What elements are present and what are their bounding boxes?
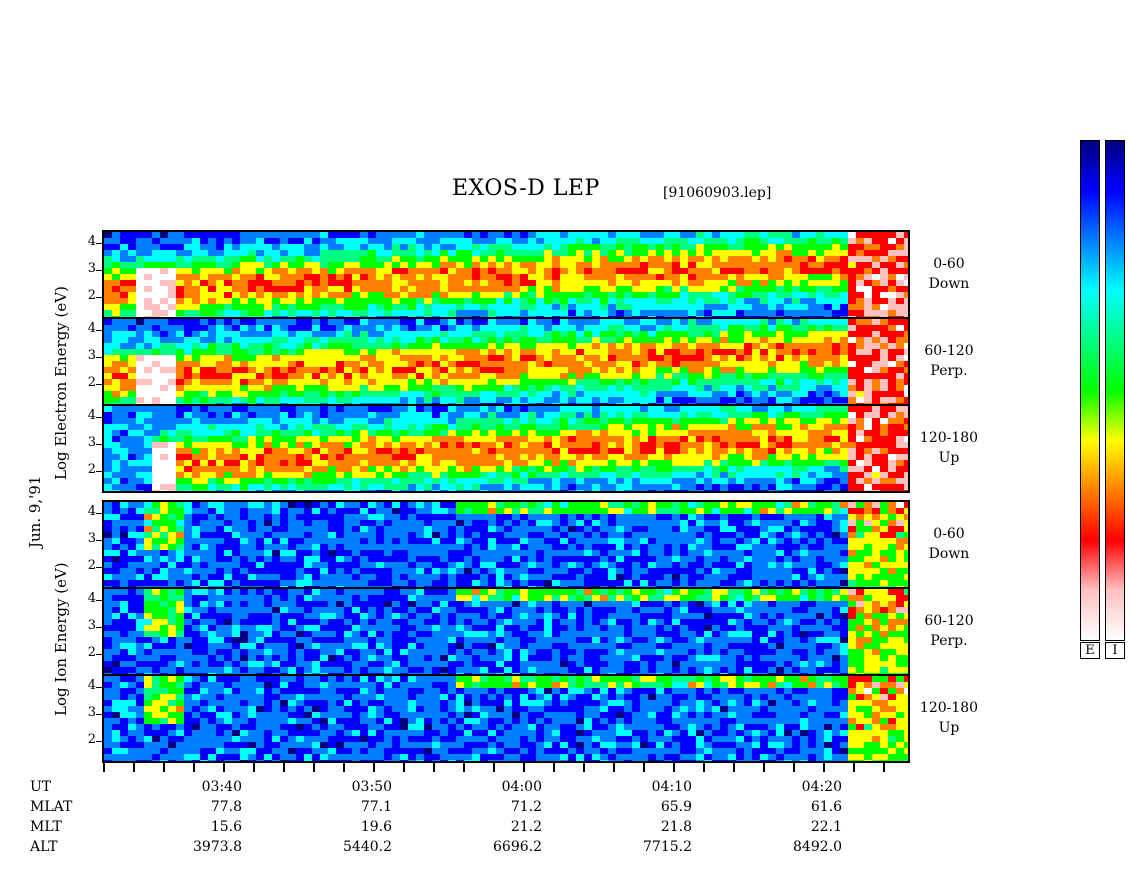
row-value: 04:20	[801, 779, 842, 795]
row-value: 03:50	[351, 779, 392, 795]
y-tick-mark	[96, 540, 102, 541]
electron-axis-label: Log Electron Energy (eV)	[52, 286, 70, 480]
spectrogram-panel	[102, 317, 910, 406]
row-value: 6696.2	[493, 839, 542, 855]
row-value: 21.2	[510, 819, 542, 835]
y-tick-mark	[96, 417, 102, 418]
y-tick-mark	[96, 687, 102, 688]
y-tick-label: 3	[87, 618, 96, 633]
y-tick-mark	[96, 567, 102, 568]
spectrogram-panel	[102, 587, 910, 676]
y-tick-label: 2	[87, 462, 96, 477]
colorbar-label-ion: I	[1105, 642, 1125, 659]
y-tick-mark	[96, 471, 102, 472]
channel-direction: Up	[938, 720, 960, 736]
row-value: 19.6	[360, 819, 392, 835]
y-tick-mark	[96, 444, 102, 445]
channel-direction: Perp.	[930, 363, 968, 379]
row-value: 77.8	[210, 799, 242, 815]
y-tick-mark	[96, 600, 102, 601]
y-tick-mark	[96, 384, 102, 385]
channel-label: 120-180 Up	[914, 698, 984, 738]
y-tick-mark	[96, 513, 102, 514]
row-value: 04:00	[501, 779, 542, 795]
y-tick-label: 4	[87, 504, 96, 519]
y-tick-label: 2	[87, 645, 96, 660]
row-value: 71.2	[510, 799, 542, 815]
spectrogram-panel	[102, 404, 910, 493]
channel-range: 120-180	[919, 700, 979, 716]
row-label: ALT	[30, 839, 58, 855]
channel-range: 120-180	[919, 430, 979, 446]
channel-range: 60-120	[924, 613, 974, 629]
row-value: 04:10	[651, 779, 692, 795]
row-value: 77.1	[360, 799, 392, 815]
ion-axis-label: Log Ion Energy (eV)	[52, 562, 70, 716]
y-tick-label: 2	[87, 732, 96, 747]
channel-direction: Up	[938, 450, 960, 466]
spectrogram-panel	[102, 674, 910, 763]
channel-label: 0-60 Down	[914, 254, 984, 294]
row-value: 15.6	[210, 819, 242, 835]
row-value: 8492.0	[793, 839, 842, 855]
y-tick-label: 4	[87, 321, 96, 336]
y-tick-label: 3	[87, 435, 96, 450]
y-tick-mark	[96, 741, 102, 742]
channel-direction: Perp.	[930, 633, 968, 649]
row-value: 03:40	[201, 779, 242, 795]
row-value: 7715.2	[643, 839, 692, 855]
row-value: 22.1	[810, 819, 842, 835]
channel-label: 120-180 Up	[914, 428, 984, 468]
y-tick-mark	[96, 270, 102, 271]
y-tick-mark	[96, 714, 102, 715]
chart-title: EXOS-D LEP	[452, 176, 600, 201]
row-value: 21.8	[660, 819, 692, 835]
channel-label: 60-120 Perp.	[914, 341, 984, 381]
date-label: Jun. 9,'91	[26, 475, 44, 548]
y-tick-mark	[96, 357, 102, 358]
channel-direction: Down	[928, 546, 970, 562]
channel-range: 0-60	[933, 526, 965, 542]
row-value: 5440.2	[343, 839, 392, 855]
y-tick-label: 4	[87, 678, 96, 693]
y-tick-label: 3	[87, 531, 96, 546]
row-label: MLT	[30, 819, 62, 835]
row-label: MLAT	[30, 799, 73, 815]
row-label: UT	[30, 779, 52, 795]
row-value: 65.9	[660, 799, 692, 815]
channel-range: 60-120	[924, 343, 974, 359]
channel-label: 0-60 Down	[914, 524, 984, 564]
y-tick-label: 3	[87, 705, 96, 720]
channel-range: 0-60	[933, 256, 965, 272]
ion-colorbar	[1105, 140, 1125, 641]
y-tick-mark	[96, 654, 102, 655]
colorbar-label-electron: E	[1080, 642, 1100, 659]
y-tick-label: 4	[87, 591, 96, 606]
channel-direction: Down	[928, 276, 970, 292]
channel-label: 60-120 Perp.	[914, 611, 984, 651]
spectrogram-panel	[102, 500, 910, 589]
y-tick-mark	[96, 330, 102, 331]
y-tick-label: 2	[87, 375, 96, 390]
spectrogram-panel	[102, 230, 910, 319]
y-tick-label: 2	[87, 288, 96, 303]
y-tick-mark	[96, 297, 102, 298]
y-tick-mark	[96, 627, 102, 628]
row-value: 3973.8	[193, 839, 242, 855]
y-tick-label: 3	[87, 261, 96, 276]
time-axis	[102, 761, 910, 772]
y-tick-label: 2	[87, 558, 96, 573]
y-tick-mark	[96, 243, 102, 244]
y-tick-label: 3	[87, 348, 96, 363]
row-value: 61.6	[810, 799, 842, 815]
electron-colorbar	[1080, 140, 1100, 641]
file-label: [91060903.lep]	[663, 185, 772, 201]
y-tick-label: 4	[87, 408, 96, 423]
y-tick-label: 4	[87, 234, 96, 249]
